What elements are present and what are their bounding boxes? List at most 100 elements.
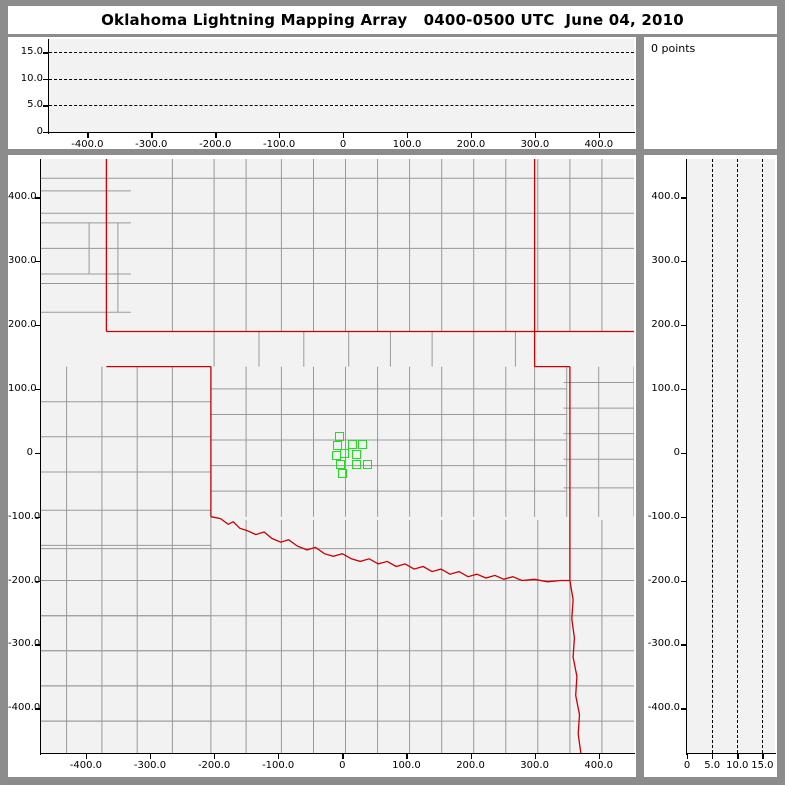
east-height-plot-area [687, 159, 775, 753]
page-title: Oklahoma Lightning Mapping Array 0400-05… [101, 11, 684, 29]
east-y-axis [686, 159, 688, 755]
east-y-tick-label: 200.0 [651, 319, 680, 331]
top-gridline [49, 105, 634, 107]
map-y-tick-label: 0 [26, 446, 33, 458]
east-y-tick [681, 708, 687, 710]
east-gridline [737, 159, 739, 753]
east-y-tick-label: -200.0 [647, 574, 680, 586]
east-y-tick [681, 197, 687, 199]
lma-source-marker [332, 441, 342, 451]
east-y-tick [681, 452, 687, 455]
lma-source-marker [340, 448, 350, 458]
map-y-tick-label: 100.0 [8, 382, 37, 394]
east-y-tick-label: 300.0 [651, 255, 680, 267]
map-x-tick [406, 754, 408, 759]
map-y-tick [35, 708, 41, 710]
map-x-tick-label: 100.0 [392, 760, 421, 771]
east-y-tick-label: 100.0 [651, 382, 680, 394]
top-gridline [49, 52, 634, 54]
time-height-plot-area [49, 39, 634, 132]
map-y-tick-label: 300.0 [8, 255, 37, 267]
top-gridline [49, 78, 634, 80]
county-map-graphic [41, 159, 634, 753]
east-x-tick-label: 5.0 [704, 760, 721, 771]
lma-source-marker [351, 449, 361, 459]
east-gridline [762, 159, 764, 753]
top-y-tick [43, 52, 49, 54]
lma-source-marker [348, 440, 358, 449]
map-y-tick [35, 644, 41, 646]
top-x-tick [470, 133, 473, 138]
top-y-tick [43, 78, 49, 81]
lma-source-marker [362, 459, 372, 469]
top-x-tick-label: 100.0 [392, 139, 422, 150]
map-x-tick [85, 754, 88, 759]
east-x-tick [762, 754, 764, 759]
east-y-tick [681, 388, 687, 391]
east-x-tick-label: 15.0 [751, 760, 774, 771]
top-x-tick [534, 133, 537, 138]
map-y-tick [35, 197, 41, 199]
lma-source-marker [351, 460, 361, 470]
top-y-tick-label: 10.0 [20, 72, 43, 84]
east-y-tick [681, 261, 687, 263]
map-y-tick-label: 400.0 [8, 191, 37, 203]
top-x-tick [598, 133, 601, 138]
map-y-tick-label: -200.0 [8, 574, 41, 586]
top-x-tick [407, 133, 409, 138]
points-count-label: 0 points [651, 42, 696, 55]
top-y-tick [43, 105, 49, 107]
top-y-tick-label: 15.0 [20, 46, 43, 58]
map-y-tick [35, 388, 41, 391]
top-x-tick [343, 133, 345, 138]
lma-source-marker [335, 431, 345, 441]
top-x-tick-label: 200.0 [456, 139, 486, 150]
east-y-tick-label: 0 [673, 446, 680, 458]
map-y-tick [35, 516, 41, 518]
lma-source-marker [335, 460, 345, 470]
map-plot-area[interactable] [41, 159, 634, 753]
top-x-tick-label: -100.0 [263, 139, 296, 150]
map-x-tick [598, 754, 601, 759]
east-y-tick-label: -300.0 [647, 638, 680, 650]
top-x-tick-label: -400.0 [71, 139, 104, 150]
top-x-tick-label: 0 [339, 139, 347, 150]
map-x-tick-label: 0 [339, 760, 346, 771]
map-x-tick-label: -100.0 [262, 760, 295, 771]
lma-source-marker [332, 450, 342, 460]
east-gridline [712, 159, 714, 753]
east-y-tick [681, 580, 687, 582]
top-x-tick [279, 133, 281, 138]
points-count-panel: 0 points [644, 37, 777, 149]
map-y-axis [40, 159, 42, 755]
map-x-tick-label: 400.0 [584, 760, 614, 771]
east-x-tick [737, 754, 739, 759]
map-panel[interactable]: 400.0 300.0 200.0 100.0 0 -100.0 -200.0 -300.0 -… [8, 155, 636, 777]
time-height-panel: 0 5.0 10.0 15.0 -400.0 -300.0 -200.0 -100.0 0 100… [8, 37, 636, 150]
east-x-axis [686, 753, 776, 755]
lma-source-marker [337, 469, 347, 479]
east-height-panel: 0 5.0 10.0 15.0 400.0 300.0 200.0 100.0 0 -100.0 -… [644, 155, 777, 777]
top-x-tick [87, 133, 89, 138]
east-y-tick [681, 644, 687, 646]
east-y-tick-label: 400.0 [651, 191, 680, 203]
east-y-tick [681, 325, 687, 327]
map-x-tick [342, 754, 344, 759]
lma-source-marker [357, 440, 367, 449]
map-x-tick [149, 754, 152, 759]
map-y-tick [35, 261, 41, 263]
map-y-tick-label: -300.0 [8, 638, 41, 650]
top-x-tick [151, 133, 153, 138]
map-y-tick [35, 452, 41, 455]
east-x-tick-label: 0 [683, 760, 691, 771]
east-x-tick [687, 754, 689, 759]
east-x-tick [712, 754, 714, 759]
top-y-tick [43, 132, 49, 134]
map-x-tick-label: 300.0 [520, 760, 549, 771]
top-y-axis [48, 39, 50, 134]
top-y-tick-label: 0 [36, 126, 43, 137]
map-x-tick [278, 754, 280, 759]
east-x-tick-label: 10.0 [726, 760, 749, 771]
top-x-tick-label: -200.0 [199, 139, 232, 150]
